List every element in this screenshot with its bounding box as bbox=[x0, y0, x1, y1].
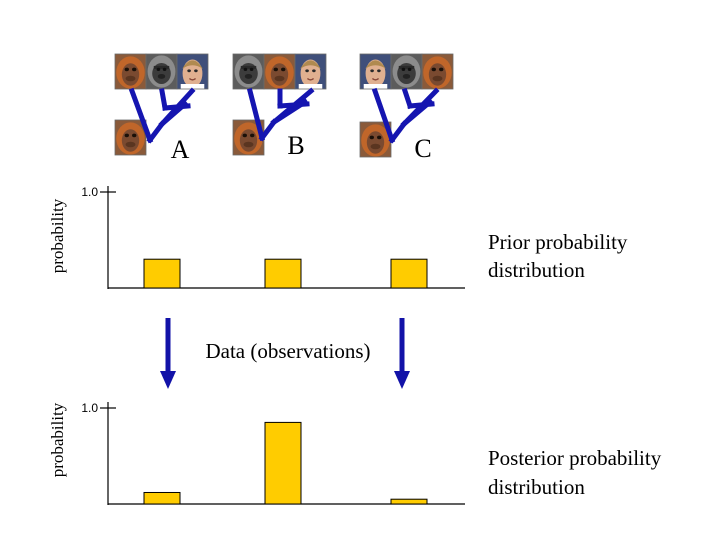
posterior-y-tick-label: 1.0 bbox=[81, 401, 98, 415]
orangutan-face-icon bbox=[114, 53, 147, 90]
posterior-y-axis-label: probability bbox=[48, 402, 67, 477]
tree-branches bbox=[128, 87, 196, 144]
prior-caption-line2: distribution bbox=[488, 258, 585, 282]
orangutan-outgroup-face-icon bbox=[359, 121, 392, 158]
tree-label-b: B bbox=[287, 131, 304, 160]
prior-chart: probability 1.0 Prior probability distri… bbox=[48, 185, 628, 289]
orangutan-face-icon bbox=[263, 53, 296, 90]
tree-branches bbox=[371, 87, 440, 144]
tree-label-a: A bbox=[171, 135, 190, 164]
gorilla-face-icon bbox=[145, 53, 178, 90]
gorilla-face-icon bbox=[232, 53, 265, 90]
prior-bar-b bbox=[264, 258, 302, 289]
posterior-caption-line1: Posterior probability bbox=[488, 446, 662, 470]
orangutan-face-icon bbox=[421, 53, 454, 90]
human-face-icon bbox=[176, 53, 209, 90]
prior-bar-c bbox=[390, 258, 428, 289]
tree-b bbox=[232, 53, 327, 156]
data-arrows bbox=[160, 318, 410, 389]
prior-caption-line1: Prior probability bbox=[488, 230, 628, 254]
tree-c bbox=[359, 53, 454, 158]
prior-bars bbox=[143, 258, 428, 289]
prior-y-axis-label: probability bbox=[48, 198, 67, 273]
trees-layer bbox=[114, 53, 454, 158]
posterior-chart: probability 1.0 Posterior probability di… bbox=[48, 401, 662, 505]
tree-branches bbox=[246, 87, 315, 142]
posterior-bars bbox=[143, 421, 428, 505]
left-arrow-head bbox=[160, 371, 176, 389]
posterior-bar-c bbox=[390, 498, 428, 505]
posterior-caption-line2: distribution bbox=[488, 475, 585, 499]
human-face-icon bbox=[359, 53, 392, 90]
data-observations-label: Data (observations) bbox=[205, 339, 370, 363]
orangutan-outgroup-face-icon bbox=[114, 119, 147, 156]
prior-bar-a bbox=[143, 258, 181, 289]
prior-y-tick-label: 1.0 bbox=[81, 185, 98, 199]
tree-a bbox=[114, 53, 209, 156]
human-face-icon bbox=[294, 53, 327, 90]
gorilla-face-icon bbox=[390, 53, 423, 90]
tree-label-c: C bbox=[414, 134, 431, 163]
posterior-bar-a bbox=[143, 491, 181, 505]
posterior-bar-b bbox=[264, 421, 302, 505]
right-arrow-head bbox=[394, 371, 410, 389]
orangutan-outgroup-face-icon bbox=[232, 119, 265, 156]
